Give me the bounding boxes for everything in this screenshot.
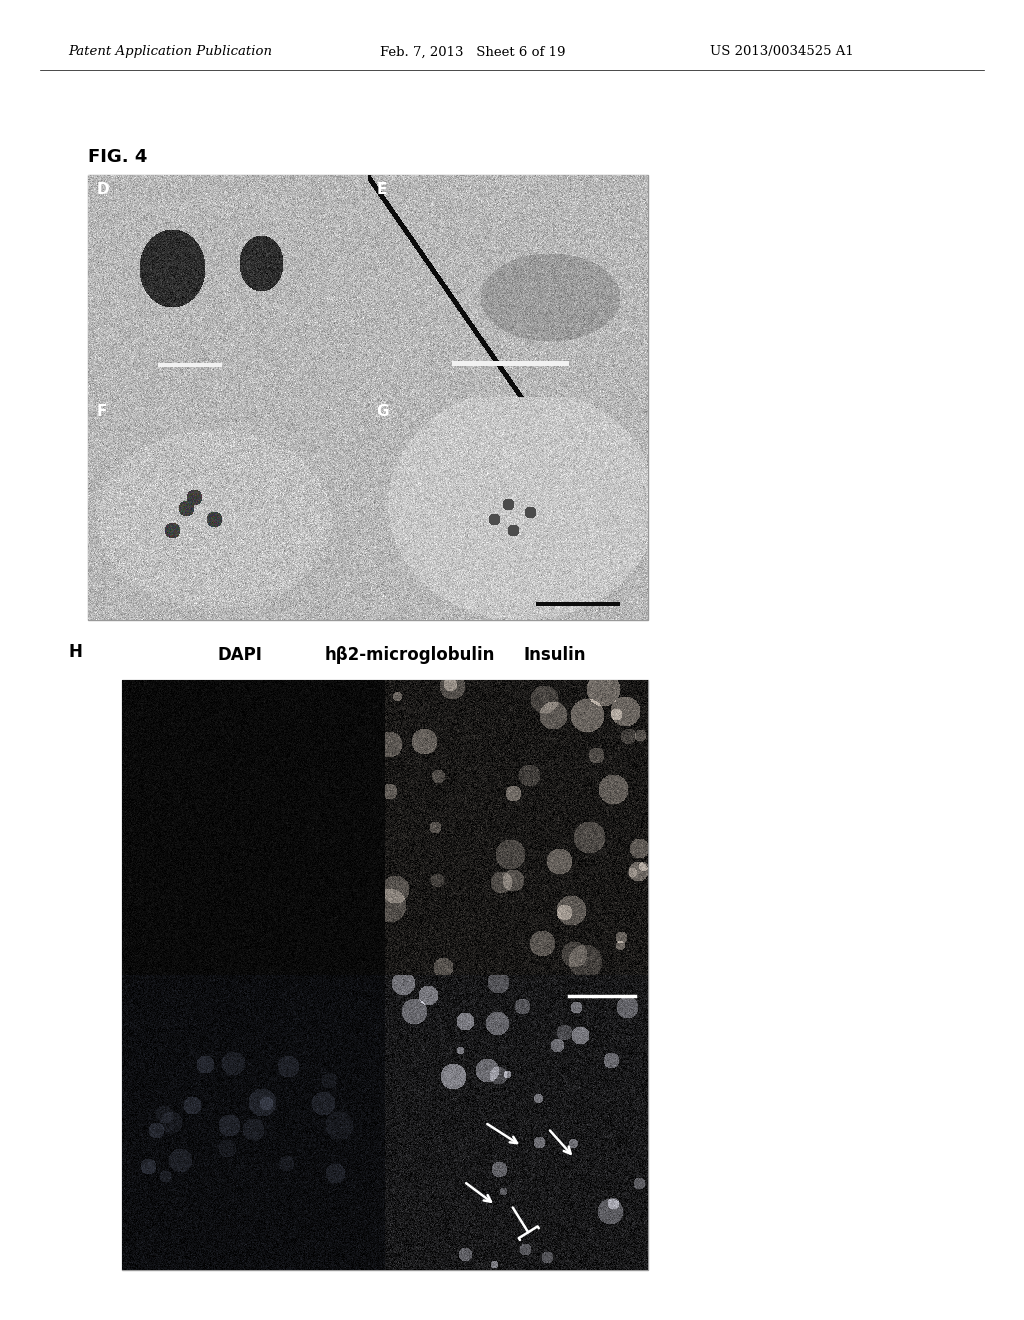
Bar <box>88 393 648 399</box>
Text: Patent Application Publication: Patent Application Publication <box>68 45 272 58</box>
Text: FIG. 4: FIG. 4 <box>88 148 147 166</box>
Text: DAPI: DAPI <box>217 645 262 664</box>
Text: H: H <box>68 643 82 661</box>
Text: G: G <box>377 404 389 418</box>
Text: hβ2-microglobulin: hβ2-microglobulin <box>325 645 496 664</box>
Text: D: D <box>96 182 109 197</box>
Bar <box>384 680 388 1270</box>
Text: E: E <box>377 182 387 197</box>
Text: US 2013/0034525 A1: US 2013/0034525 A1 <box>710 45 854 58</box>
Bar <box>122 972 648 975</box>
Bar <box>88 176 648 620</box>
Bar <box>367 176 371 620</box>
Bar <box>122 680 648 1270</box>
Text: Insulin: Insulin <box>523 645 587 664</box>
Text: Feb. 7, 2013   Sheet 6 of 19: Feb. 7, 2013 Sheet 6 of 19 <box>380 45 565 58</box>
Text: F: F <box>96 404 106 418</box>
